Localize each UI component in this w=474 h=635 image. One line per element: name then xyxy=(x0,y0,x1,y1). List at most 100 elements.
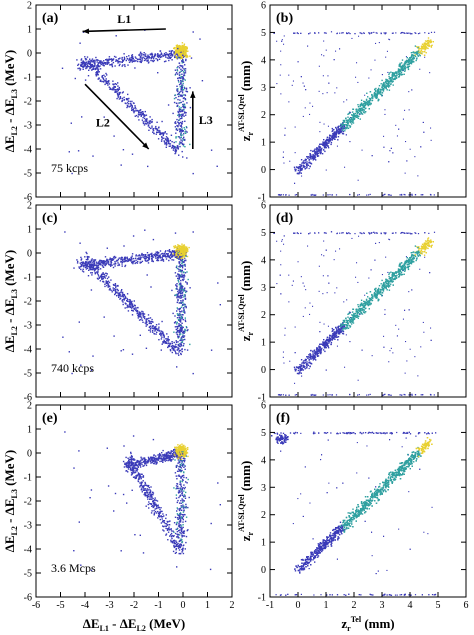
data-point xyxy=(181,130,183,133)
data-point xyxy=(181,341,184,343)
data-point xyxy=(383,135,385,137)
data-point xyxy=(427,47,429,50)
data-point xyxy=(178,109,181,111)
data-point xyxy=(307,45,309,47)
data-point xyxy=(379,91,381,94)
data-point xyxy=(149,325,151,328)
data-point xyxy=(176,46,178,48)
data-point xyxy=(314,152,317,154)
data-point xyxy=(70,122,72,124)
data-point xyxy=(381,95,383,97)
data-point xyxy=(359,113,361,115)
data-point xyxy=(110,263,112,265)
data-point xyxy=(294,194,296,196)
data-point xyxy=(324,141,327,143)
data-point xyxy=(340,131,342,133)
data-point xyxy=(80,58,83,60)
data-point xyxy=(176,147,178,149)
data-point xyxy=(102,266,105,268)
data-point xyxy=(138,58,140,60)
data-point xyxy=(430,194,432,196)
data-point xyxy=(407,60,410,62)
data-point xyxy=(140,256,142,258)
data-point xyxy=(355,76,357,78)
data-point xyxy=(121,97,124,100)
data-point xyxy=(348,117,351,120)
data-point xyxy=(167,345,170,347)
data-point xyxy=(135,114,138,117)
data-point xyxy=(340,125,342,128)
data-point xyxy=(92,355,94,357)
data-point xyxy=(182,94,185,96)
data-point xyxy=(183,343,185,345)
data-point xyxy=(165,139,167,141)
data-point xyxy=(157,54,159,56)
data-point xyxy=(120,290,122,292)
data-point xyxy=(177,110,179,113)
data-point xyxy=(183,136,185,138)
data-point xyxy=(177,73,179,75)
data-point xyxy=(424,40,427,42)
data-point xyxy=(170,134,173,136)
data-point xyxy=(141,119,144,121)
data-point xyxy=(179,286,181,288)
data-point xyxy=(184,255,186,257)
data-point xyxy=(148,57,150,59)
data-point xyxy=(101,261,104,263)
data-point xyxy=(370,299,372,301)
data-point xyxy=(177,111,180,114)
data-point xyxy=(128,301,130,303)
data-point xyxy=(399,62,401,65)
data-point xyxy=(91,69,93,71)
data-point xyxy=(111,63,113,65)
data-point xyxy=(155,257,157,259)
data-point xyxy=(78,321,80,323)
data-point xyxy=(112,287,114,289)
data-point xyxy=(162,134,164,137)
data-point xyxy=(106,247,108,249)
data-point xyxy=(177,341,179,343)
data-point xyxy=(319,149,321,151)
data-point xyxy=(376,94,378,96)
data-point xyxy=(177,273,179,275)
data-point xyxy=(370,102,372,105)
data-point xyxy=(364,112,366,114)
data-point xyxy=(157,138,160,140)
data-point xyxy=(179,320,182,322)
data-point xyxy=(109,88,111,90)
data-point xyxy=(151,56,154,58)
data-point xyxy=(138,258,140,260)
data-point xyxy=(182,139,184,141)
data-point xyxy=(119,292,121,295)
data-point xyxy=(85,268,88,270)
data-point xyxy=(132,235,135,237)
data-point xyxy=(347,119,349,121)
data-point xyxy=(322,75,324,77)
data-point xyxy=(297,169,300,172)
data-point xyxy=(323,139,325,141)
data-point xyxy=(342,122,344,124)
data-point xyxy=(181,285,183,287)
data-point xyxy=(130,103,132,105)
data-point xyxy=(313,150,316,152)
data-point xyxy=(91,65,94,68)
data-point xyxy=(131,61,133,63)
data-point xyxy=(176,105,178,107)
data-point xyxy=(390,83,392,85)
data-point xyxy=(391,81,394,83)
data-point xyxy=(106,281,108,283)
data-point xyxy=(182,334,184,336)
data-point xyxy=(411,194,413,196)
data-point xyxy=(180,345,183,347)
data-point xyxy=(92,262,94,264)
data-point xyxy=(170,50,172,52)
data-point xyxy=(302,161,304,163)
data-point xyxy=(179,297,181,299)
data-point xyxy=(183,330,185,332)
data-point xyxy=(161,138,163,141)
data-point xyxy=(365,111,367,113)
data-point xyxy=(134,67,136,69)
data-point xyxy=(177,275,179,277)
data-point xyxy=(122,261,124,263)
data-point xyxy=(334,133,336,135)
